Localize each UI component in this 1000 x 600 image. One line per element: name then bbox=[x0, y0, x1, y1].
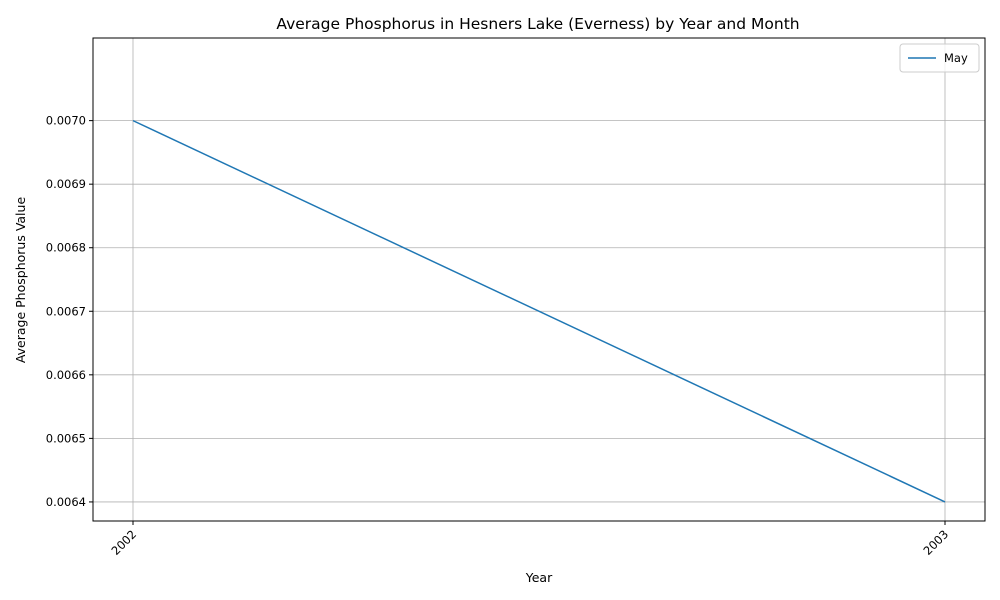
series-layer bbox=[132, 119, 946, 503]
legend-box bbox=[899, 43, 980, 73]
legend-label: May bbox=[944, 51, 968, 65]
y-tick-label: 0.0066 bbox=[46, 368, 86, 382]
grid bbox=[93, 38, 985, 521]
y-axis-label: Average Phosphorus Value bbox=[13, 197, 28, 364]
y-ticks: 0.0064 0.0065 0.0066 0.0067 0.0068 0.0069 0.00… bbox=[46, 114, 93, 509]
y-tick-label: 0.0068 bbox=[46, 241, 86, 255]
y-tick-label: 0.0069 bbox=[46, 177, 86, 191]
y-tick-label: 0.0070 bbox=[46, 114, 86, 128]
series-line-may bbox=[132, 119, 946, 503]
y-tick-label: 0.0065 bbox=[46, 431, 86, 445]
chart-title: Average Phosphorus in Hesners Lake (Ever… bbox=[276, 15, 799, 33]
y-tick-label: 0.0064 bbox=[46, 495, 86, 509]
y-tick-label: 0.0067 bbox=[46, 304, 86, 318]
x-axis-label: Year bbox=[525, 570, 553, 585]
legend: May bbox=[899, 43, 980, 73]
plot-frame bbox=[92, 37, 986, 522]
